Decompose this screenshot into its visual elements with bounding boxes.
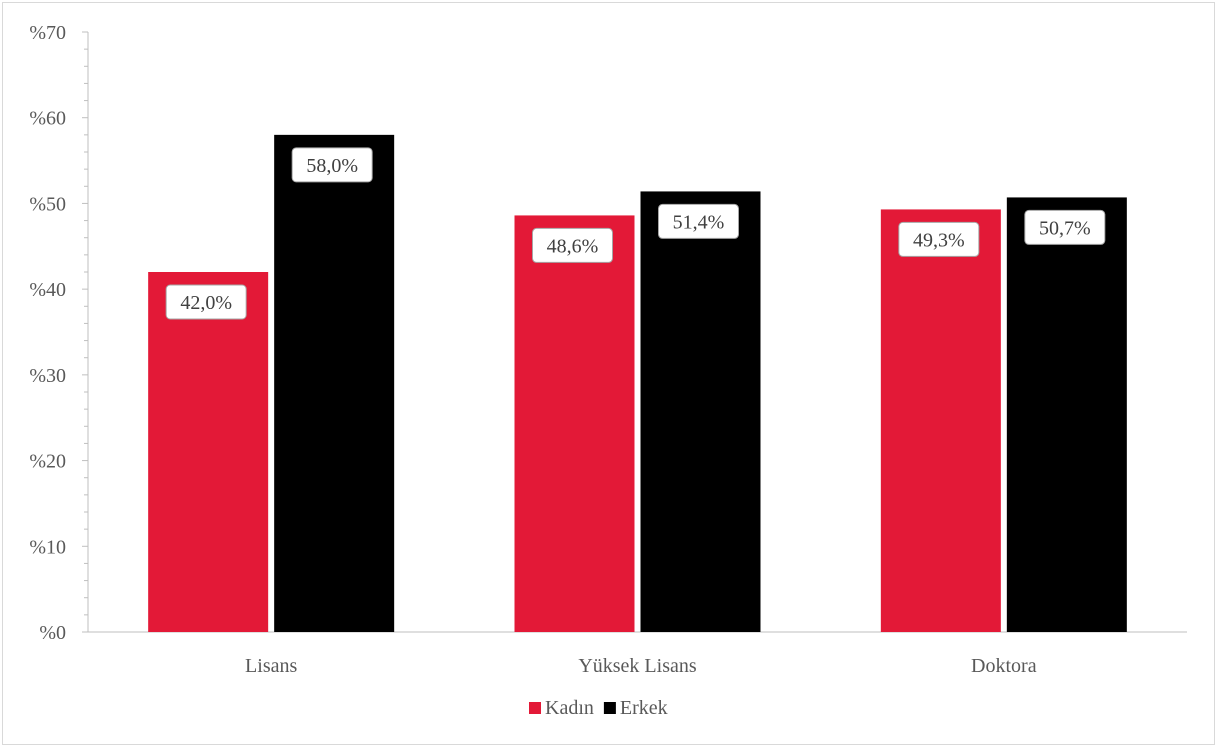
data-label-box — [165, 284, 247, 320]
x-category-label: Yüksek Lisans — [578, 655, 697, 677]
axes: %0 %10 %20 %30 %40 %50 %60 %70 Lisans Yüksek Lisa… — [29, 22, 1187, 677]
x-category-label: Lisans — [245, 655, 297, 677]
legend-label: Kadın — [545, 697, 594, 719]
y-tick-label: %40 — [29, 279, 66, 301]
legend: Kadın Erkek — [529, 697, 668, 719]
bar-kadn — [148, 272, 269, 632]
y-tick-label: %30 — [29, 365, 66, 387]
legend-swatch — [603, 702, 616, 714]
data-label-box — [1024, 209, 1106, 245]
data-label: 51,4% — [658, 203, 739, 239]
y-tick-label: %50 — [29, 193, 66, 215]
y-tick-label: %60 — [29, 108, 66, 130]
data-label: 42,0% — [165, 284, 247, 320]
y-tick-label: %70 — [29, 22, 66, 44]
data-label-text: 51,4% — [673, 211, 725, 233]
data-label-box — [532, 227, 613, 263]
bars — [148, 134, 1127, 632]
legend-item: Erkek — [603, 697, 668, 719]
data-label-text: 49,3% — [913, 229, 965, 251]
y-tick-label: %0 — [39, 622, 66, 644]
y-tick-label: %20 — [29, 451, 66, 473]
data-label-text: 50,7% — [1039, 217, 1091, 239]
data-label-box — [658, 203, 739, 239]
data-label-box — [291, 147, 373, 183]
x-category-label: Doktora — [971, 655, 1037, 677]
data-label: 48,6% — [532, 227, 613, 263]
data-label-text: 42,0% — [180, 292, 232, 314]
bar-kadn — [514, 215, 635, 632]
y-tick-label: %10 — [29, 536, 66, 558]
data-labels: 42,0% 58,0% 48,6% 51,4% 49,3% 50,7% — [165, 147, 1106, 320]
data-label-box — [898, 221, 980, 257]
data-label-text: 58,0% — [306, 155, 358, 177]
legend-label: Erkek — [620, 697, 668, 719]
data-label: 50,7% — [1024, 209, 1106, 245]
bar-erkek — [640, 191, 761, 632]
bar-erkek — [1006, 197, 1127, 632]
data-label: 49,3% — [898, 221, 980, 257]
bar-kadn — [880, 209, 1001, 632]
data-label-text: 48,6% — [547, 235, 599, 257]
bar-erkek — [274, 134, 395, 632]
legend-item: Kadın — [529, 697, 594, 719]
legend-swatch — [529, 702, 541, 714]
data-label: 58,0% — [291, 147, 373, 183]
